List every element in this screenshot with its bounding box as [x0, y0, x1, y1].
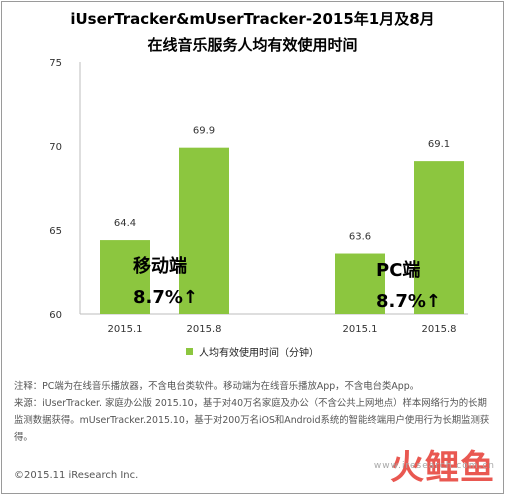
- bar: [335, 253, 385, 314]
- copyright-footer: ©2015.11 iResearch Inc.: [14, 470, 139, 481]
- x-tick-label: 2015.8: [187, 324, 222, 335]
- bar-chart: 60 65 70 75 64.4 2015.1 69.9 2015.8 移动端 8.7%↑ 63.6…: [49, 58, 468, 335]
- bar-value-label: 69.9: [193, 126, 215, 137]
- growth-annotation: 8.7%↑: [133, 287, 198, 308]
- group-name-annotation: 移动端: [133, 255, 187, 277]
- bar: [100, 240, 150, 314]
- watermark-logo: 火鲤鱼 www.iresearch.com.cn: [374, 440, 495, 489]
- bar: [414, 161, 464, 314]
- note-comment: 注释：PC端为在线音乐播放器，不含电台类软件。移动端为在线音乐播放App，不含电…: [14, 381, 420, 392]
- bar: [179, 147, 229, 314]
- growth-annotation: 8.7%↑: [376, 291, 441, 312]
- chart-title-line1: iUserTracker&mUserTracker-2015年1月及8月: [70, 10, 435, 28]
- y-tick-label: 65: [49, 226, 62, 237]
- x-tick-label: 2015.1: [343, 324, 378, 335]
- group-name-annotation: PC端: [376, 260, 420, 281]
- x-tick-label: 2015.1: [108, 324, 143, 335]
- watermark-text: 火鲤鱼: [390, 448, 495, 488]
- y-tick-label: 70: [49, 142, 62, 153]
- legend: 人均有效使用时间（分钟）: [186, 344, 319, 359]
- bar-value-label: 69.1: [428, 139, 450, 150]
- legend-swatch: [186, 348, 193, 355]
- bar-value-label: 64.4: [114, 218, 136, 229]
- y-tick-label: 75: [49, 58, 62, 69]
- notes: 注释：PC端为在线音乐播放器，不含电台类软件。移动端为在线音乐播放App，不含电…: [14, 378, 494, 446]
- note-source: 来源：iUserTracker. 家庭办公版 2015.10，基于对40万名家庭…: [14, 398, 490, 443]
- legend-label: 人均有效使用时间（分钟）: [199, 348, 319, 359]
- x-tick-label: 2015.8: [422, 324, 457, 335]
- chart-title-line2: 在线音乐服务人均有效使用时间: [147, 36, 358, 54]
- y-tick-label: 60: [49, 310, 62, 321]
- watermark-url: www.iresearch.com.cn: [373, 461, 495, 471]
- bar-value-label: 63.6: [349, 232, 371, 243]
